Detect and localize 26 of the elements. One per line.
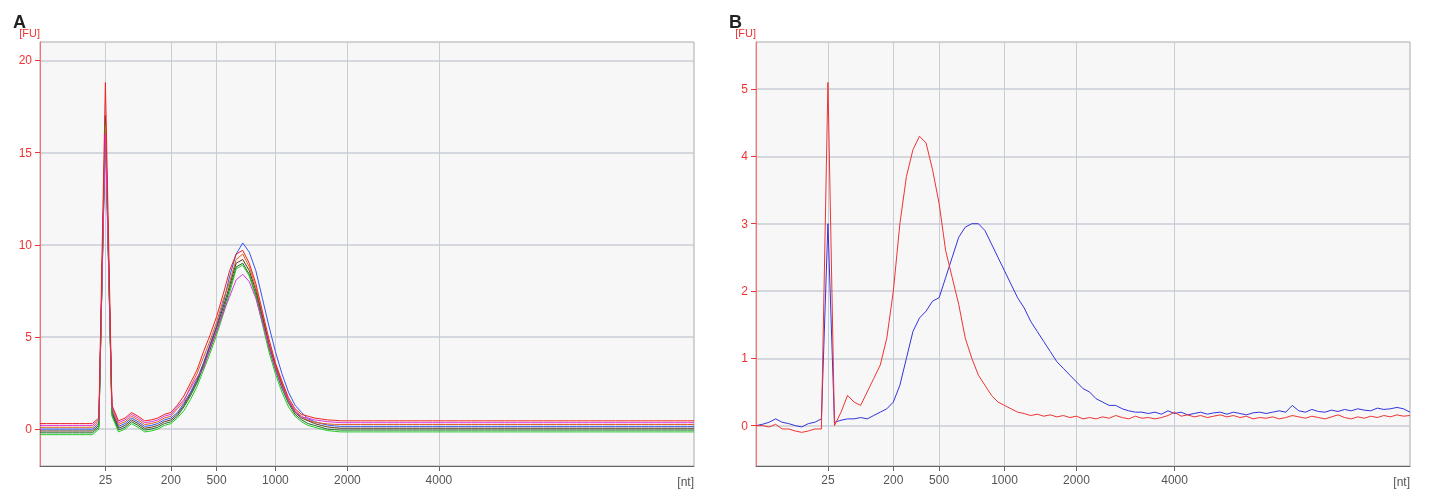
y-tick-label: 5 — [25, 329, 33, 344]
x-tick-label: 500 — [929, 473, 950, 487]
y-tick-label: 0 — [741, 418, 749, 433]
y-tick-label: 3 — [741, 216, 749, 231]
y-tick-label: 2 — [741, 284, 749, 299]
y-tick-label: 1 — [741, 351, 749, 366]
x-tick-label: 2000 — [334, 473, 362, 487]
y-tick-label: 15 — [18, 145, 33, 160]
x-axis-title: [nt] — [1393, 475, 1410, 489]
x-tick-label: 500 — [206, 473, 227, 487]
x-axis-title: [nt] — [677, 475, 694, 489]
y-tick-label: 0 — [25, 422, 33, 437]
x-tick-label: 1000 — [262, 473, 290, 487]
y-tick-label: 5 — [741, 82, 749, 97]
x-tick-label: 4000 — [425, 473, 453, 487]
x-tick-label: 25 — [98, 473, 113, 487]
x-tick-label: 4000 — [1161, 473, 1189, 487]
line-series — [755, 223, 1411, 428]
y-tick-label: 4 — [741, 149, 749, 164]
x-tick-label: 25 — [821, 473, 835, 487]
y-tick-label: 20 — [18, 53, 33, 68]
x-tick-label: 200 — [883, 473, 904, 487]
y-tick-label: 10 — [18, 237, 33, 252]
x-tick-label: 200 — [160, 473, 182, 487]
x-tick-label: 2000 — [1063, 473, 1091, 487]
x-tick-label: 1000 — [991, 473, 1019, 487]
